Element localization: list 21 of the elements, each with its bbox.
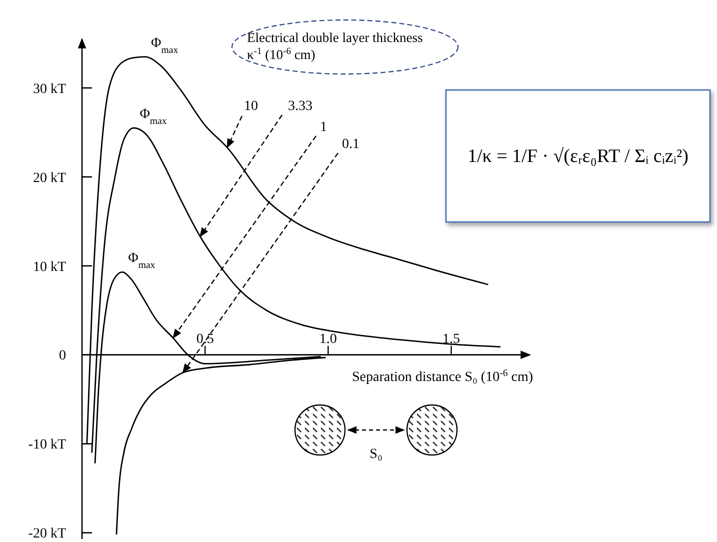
formula-box: 1/κ = 1/F · √(εᵣε₀RT / Σᵢ cᵢzᵢ²) [445,89,711,223]
y-tick-label: -10 kT [28,438,66,453]
legend-title: Electrical double layer thickness κ$^{-1}$ (10$^{-6}$ cm) [247,30,423,62]
y-tick-label: 0 [59,348,66,364]
y-tick-label: 10 kT [32,260,66,275]
text: 10 [244,99,258,114]
y-tick-label: 20 kT [32,170,66,186]
text: 0.1 [342,137,360,152]
y-tick-label: 30 kT [32,82,66,97]
x-tick-label: 0.5 [196,332,214,347]
text: 1 [320,120,327,135]
y-tick-label: -20 kT [28,526,66,542]
annotation: 1/κ = 1/F · √(εᵣε₀RT / Σᵢ cᵢzᵢ²) [467,146,689,167]
annotation: Φ$_{max}$ [128,251,156,271]
annotation: S₀ [370,447,382,462]
text: 3.33 [288,99,312,114]
annotation: Φ$_{max}$ [140,106,167,126]
annotation: Φ$_{max}$ [151,36,178,56]
x-tick-label: 1.0 [319,332,337,347]
x-axis-title: Separation distance S₀ (10$^{-6}$ cm) [352,367,534,385]
x-tick-label: 1.5 [442,332,460,347]
